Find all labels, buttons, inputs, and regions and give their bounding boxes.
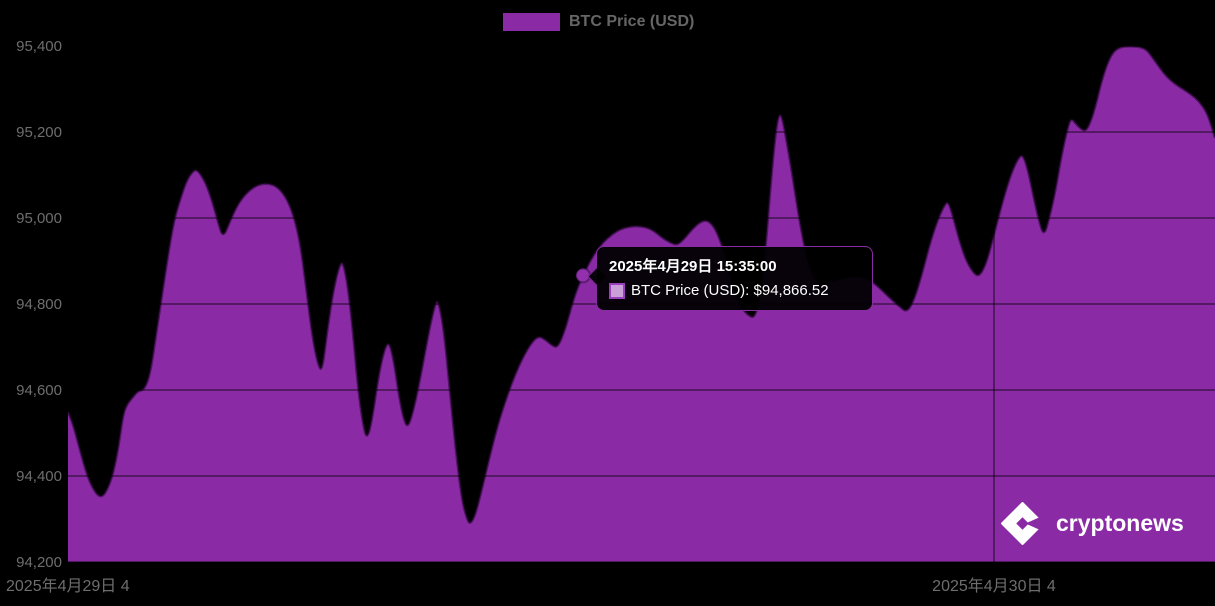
y-axis-tick-label: 94,200 xyxy=(16,554,62,571)
btc-price-line xyxy=(66,45,1215,524)
tooltip-timestamp: 2025年4月29日 15:35:00 xyxy=(609,258,777,275)
y-axis-tick-label: 95,200 xyxy=(16,124,62,141)
tooltip: 2025年4月29日 15:35:00 BTC Price (USD): $94… xyxy=(587,246,873,311)
x-axis-tick-label: 2025年4月30日 4 xyxy=(932,577,1056,595)
y-axis-tick-label: 94,800 xyxy=(16,296,62,313)
cryptonews-watermark: cryptonews xyxy=(1001,502,1184,545)
tooltip-series-value: BTC Price (USD): $94,866.52 xyxy=(631,282,829,299)
y-axis-tick-label: 95,400 xyxy=(16,38,62,55)
legend-item-btc-price[interactable]: BTC Price (USD) xyxy=(503,13,694,31)
legend-label: BTC Price (USD) xyxy=(569,13,695,30)
cryptonews-logo-icon xyxy=(1001,502,1044,545)
cryptonews-logo-text: cryptonews xyxy=(1056,510,1184,536)
tooltip-series-row: BTC Price (USD): $94,866.52 xyxy=(609,282,860,299)
tooltip-series-swatch-icon xyxy=(609,282,625,299)
x-axis-tick-label: 2025年4月29日 4 xyxy=(6,577,130,595)
y-axis-labels: 95,400 95,200 95,000 94,800 94,600 94,400 94,2… xyxy=(16,38,62,571)
y-axis-tick-label: 95,000 xyxy=(16,210,62,227)
y-axis-tick-label: 94,400 xyxy=(16,468,62,485)
x-axis-labels: 2025年4月29日 4 2025年4月30日 4 xyxy=(6,577,1056,595)
y-axis-tick-label: 94,600 xyxy=(16,382,62,399)
legend-swatch xyxy=(503,13,560,31)
